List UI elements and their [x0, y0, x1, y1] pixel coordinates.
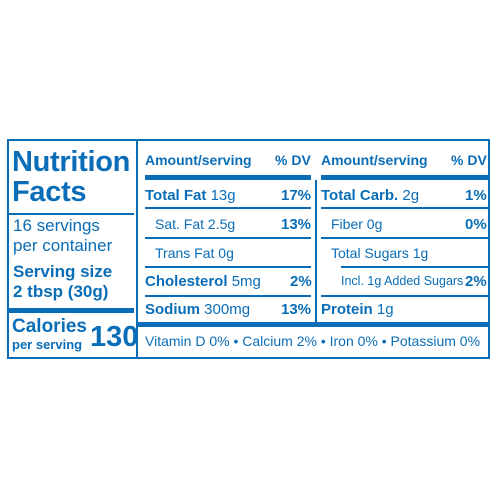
- calories-value: 130: [90, 321, 139, 353]
- column-divider-mid: [315, 180, 317, 323]
- nutrition-facts-label: Nutrition Facts 16 servings per containe…: [7, 139, 490, 359]
- fiber-row: Fiber 0g: [331, 216, 383, 232]
- dv-header-left: % DV: [275, 152, 311, 168]
- cholesterol-dv: 2%: [290, 273, 312, 290]
- row-rule: [145, 266, 311, 268]
- row-rule: [145, 237, 311, 239]
- dv-header-right: % DV: [451, 152, 487, 168]
- row-rule: [341, 266, 489, 268]
- total-carb-dv: 1%: [465, 187, 487, 204]
- total-carb-row: Total Carb. 2g: [321, 187, 420, 204]
- fiber-dv: 0%: [465, 216, 487, 233]
- row-rule: [321, 295, 489, 297]
- trans-fat-row: Trans Fat 0g: [155, 245, 234, 261]
- protein-row: Protein 1g: [321, 301, 394, 318]
- amount-header-right: Amount/serving: [321, 152, 428, 168]
- divider-thick: [9, 308, 134, 313]
- divider: [9, 213, 134, 215]
- nutrition-facts-title: Nutrition Facts: [12, 146, 131, 208]
- total-sugars-row: Total Sugars 1g: [331, 245, 429, 261]
- calories-per-serving: per serving: [12, 337, 83, 352]
- vitamins-minerals: Vitamin D 0% • Calcium 2% • Iron 0% • Po…: [145, 333, 481, 349]
- sat-fat-dv: 13%: [281, 216, 312, 233]
- header-rule-left: [145, 175, 311, 180]
- row-rule: [321, 207, 489, 209]
- column-divider: [136, 141, 138, 357]
- row-rule: [145, 295, 311, 297]
- added-sugars-row: Incl. 1g Added Sugars: [341, 274, 464, 288]
- total-fat-row: Total Fat 13g: [145, 187, 236, 204]
- servings-per-container: 16 servings per container: [13, 216, 113, 255]
- calories-label: Calories: [12, 316, 87, 337]
- total-fat-dv: 17%: [281, 187, 312, 204]
- header-rule-right: [321, 175, 489, 180]
- added-sugars-dv: 2%: [465, 273, 487, 290]
- sodium-row: Sodium 300mg: [145, 301, 251, 318]
- vitamins-rule: [138, 322, 490, 327]
- sodium-dv: 13%: [281, 301, 312, 318]
- cholesterol-row: Cholesterol 5mg: [145, 273, 261, 290]
- sat-fat-row: Sat. Fat 2.5g: [155, 216, 236, 232]
- serving-size: Serving size 2 tbsp (30g): [13, 262, 113, 301]
- amount-header-left: Amount/serving: [145, 152, 252, 168]
- row-rule: [145, 207, 311, 209]
- row-rule: [321, 237, 489, 239]
